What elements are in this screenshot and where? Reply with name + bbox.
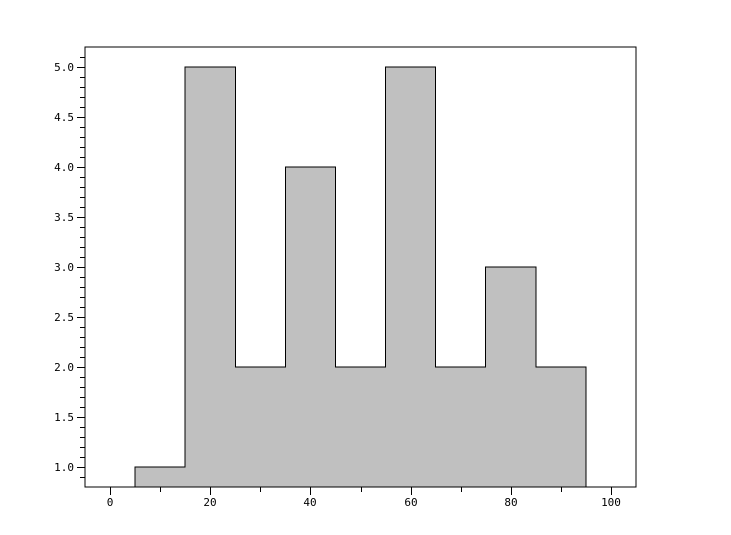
y-tick-label: 5.0	[54, 61, 74, 74]
x-tick-label: 20	[203, 496, 216, 509]
y-tick-label: 1.0	[54, 461, 74, 474]
y-tick-label: 2.0	[54, 361, 74, 374]
y-tick-label: 1.5	[54, 411, 74, 424]
y-tick-label: 3.0	[54, 261, 74, 274]
y-tick-label: 4.0	[54, 161, 74, 174]
x-tick-label: 80	[504, 496, 517, 509]
y-tick-label: 4.5	[54, 111, 74, 124]
y-tick-label: 3.5	[54, 211, 74, 224]
x-tick-label: 0	[107, 496, 114, 509]
histogram-silhouette	[134, 66, 587, 488]
x-tick-label: 40	[303, 496, 316, 509]
x-tick-label: 60	[404, 496, 417, 509]
y-tick-label: 2.5	[54, 311, 74, 324]
x-tick-label: 100	[601, 496, 621, 509]
